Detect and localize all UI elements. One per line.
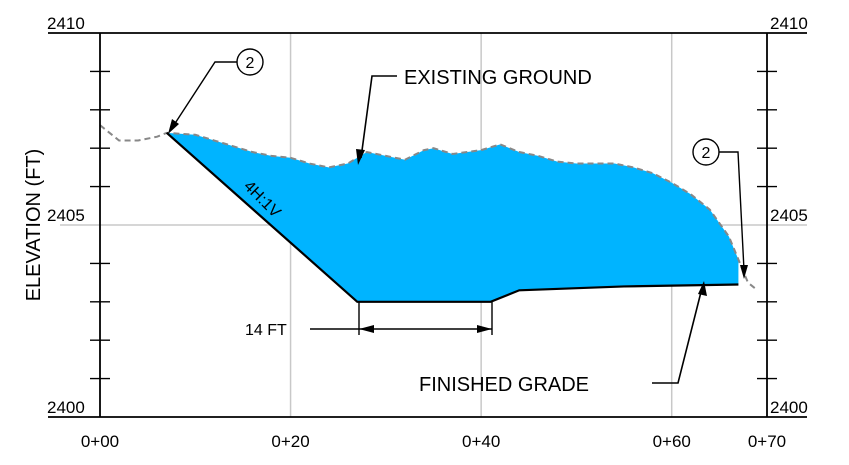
callout-left-number: 2 bbox=[246, 55, 255, 72]
callout-right-leader bbox=[719, 151, 745, 271]
existing-ground-arrowhead bbox=[356, 149, 365, 165]
cut-area-fill bbox=[166, 132, 739, 302]
y-tick-label-right: 2405 bbox=[770, 206, 808, 225]
axis-ticks bbox=[90, 70, 777, 380]
x-tick-label: 0+60 bbox=[653, 432, 691, 451]
y-tick-label-left: 2405 bbox=[47, 206, 85, 225]
x-tick-label: 0+40 bbox=[462, 432, 500, 451]
finished-grade-arrowhead bbox=[698, 281, 707, 296]
axis-tick-labels: 2410 2405 2400 2410 2405 2400 0+00 0+20 0+40 0+60… bbox=[47, 14, 808, 451]
x-tick-label: 0+20 bbox=[271, 432, 309, 451]
callout-right-number: 2 bbox=[702, 145, 711, 162]
callout-left-arrowhead bbox=[168, 119, 179, 134]
finished-grade-leader bbox=[652, 287, 703, 384]
y-tick-label-left: 2400 bbox=[47, 398, 85, 417]
y-tick-label-left: 2410 bbox=[47, 14, 85, 33]
existing-ground-leader bbox=[360, 75, 397, 159]
dim-arrow-left bbox=[359, 325, 374, 333]
finished-grade-line bbox=[165, 132, 739, 303]
existing-ground-label: EXISTING GROUND bbox=[404, 67, 592, 89]
plot-frame bbox=[48, 32, 807, 418]
y-axis-label: ELEVATION (FT) bbox=[23, 149, 45, 302]
finished-grade-label: FINISHED GRADE bbox=[419, 374, 589, 396]
bottom-width-label: 14 FT bbox=[245, 322, 287, 339]
callout-right-arrowhead bbox=[740, 265, 748, 279]
x-tick-label: 0+70 bbox=[748, 432, 786, 451]
y-tick-label-right: 2400 bbox=[770, 398, 808, 417]
callout-left-leader bbox=[171, 61, 237, 129]
dim-arrow-right bbox=[477, 325, 492, 333]
y-tick-label-right: 2410 bbox=[770, 14, 808, 33]
x-tick-label: 0+00 bbox=[81, 432, 119, 451]
existing-ground-line bbox=[99, 124, 759, 292]
